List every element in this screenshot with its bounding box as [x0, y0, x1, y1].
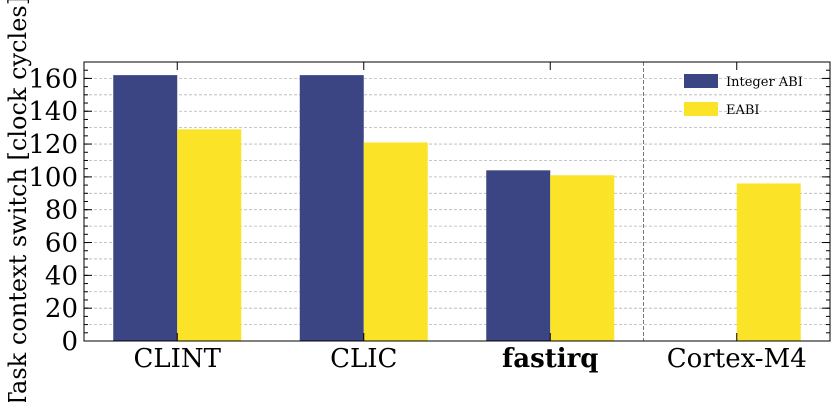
- y-tick-label: 100: [28, 163, 78, 193]
- y-tick-label: 160: [28, 64, 78, 94]
- x-tick-label-clint: CLINT: [133, 344, 221, 374]
- bar-eabi-fastirq: [550, 175, 615, 341]
- y-axis-label: Task context switch [clock cycles]: [4, 0, 32, 402]
- bar-eabi-cortex-m4: [736, 183, 801, 341]
- y-tick-label: 60: [45, 229, 78, 259]
- y-tick-label: 140: [28, 97, 78, 127]
- bar-eabi-clic: [363, 142, 428, 341]
- y-tick-label: 120: [28, 130, 78, 160]
- legend-swatch-integer-abi: [684, 74, 718, 88]
- y-tick-label: 40: [45, 261, 78, 291]
- x-tick-label-cortex-m4: Cortex-M4: [667, 344, 807, 374]
- legend-label-eabi: EABI: [726, 103, 760, 118]
- bar-integer-abi-fastirq: [486, 170, 551, 341]
- ticks-layer: [84, 62, 830, 342]
- bars-layer: [113, 75, 801, 342]
- y-tick-label: 0: [61, 327, 78, 357]
- bar-integer-abi-clint: [113, 75, 178, 342]
- legend-label-integer-abi: Integer ABI: [726, 75, 803, 90]
- y-tick-label: 20: [45, 294, 78, 324]
- bar-integer-abi-clic: [299, 75, 364, 342]
- y-tick-label: 80: [45, 196, 78, 226]
- grid-layer: [84, 62, 830, 341]
- legend-swatch-eabi: [684, 102, 718, 116]
- x-tick-label-fastirq: fastirq: [502, 344, 598, 374]
- bar-eabi-clint: [177, 129, 242, 341]
- x-tick-label-clic: CLIC: [330, 344, 397, 374]
- legend: Integer ABI EABI: [684, 74, 803, 118]
